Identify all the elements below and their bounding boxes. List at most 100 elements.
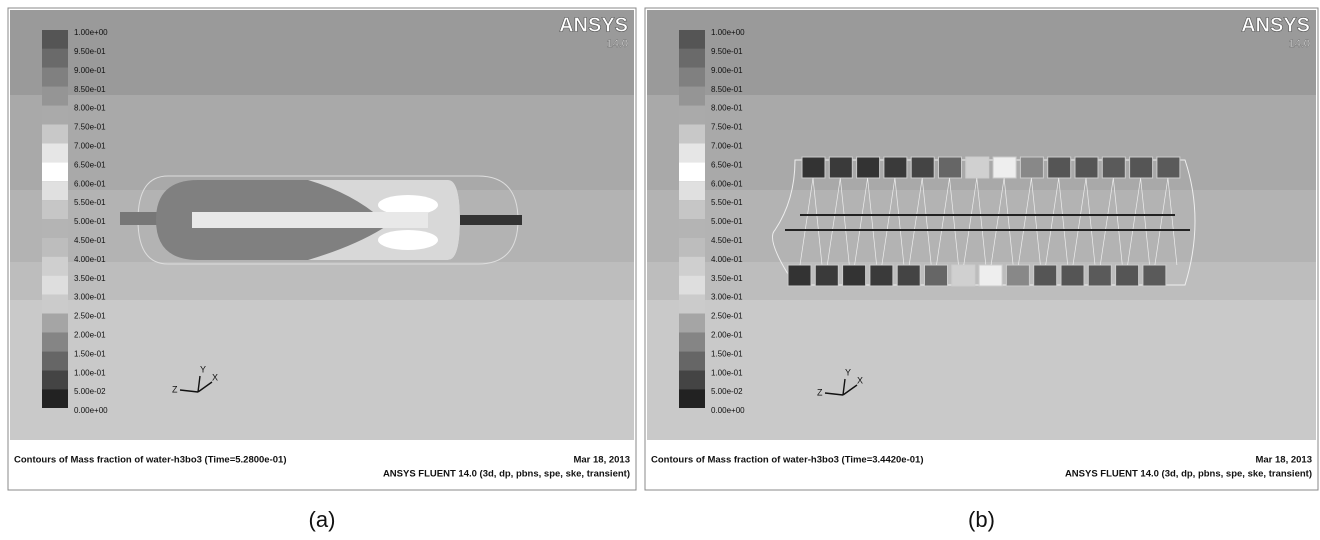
legend-label: 5.00e-02: [711, 387, 743, 396]
color-swatch: [42, 181, 68, 200]
legend-label: 1.00e+00: [711, 28, 745, 37]
tile: [1061, 265, 1084, 286]
legend-label: 7.50e-01: [74, 123, 106, 132]
legend-label: 6.00e-01: [74, 179, 106, 188]
legend-label: 7.00e-01: [74, 142, 106, 151]
legend-label: 9.50e-01: [74, 47, 106, 56]
caption: Contours of Mass fraction of water-h3bo3…: [651, 455, 924, 466]
legend-label: 1.00e+00: [74, 28, 108, 37]
color-swatch: [42, 87, 68, 106]
legend-label: 9.50e-01: [711, 47, 743, 56]
tile: [870, 265, 893, 286]
color-swatch: [679, 68, 705, 87]
inlet-pipe: [120, 212, 160, 225]
color-swatch: [42, 351, 68, 370]
tile: [802, 157, 825, 178]
color-swatch: [42, 295, 68, 314]
date: Mar 18, 2013: [1255, 455, 1312, 466]
legend-label: 5.50e-01: [74, 198, 106, 207]
tile: [843, 265, 866, 286]
background-band: [647, 300, 1316, 440]
color-swatch: [42, 257, 68, 276]
color-swatch: [42, 200, 68, 219]
legend-label: 6.50e-01: [74, 160, 106, 169]
axis-label: Z: [817, 387, 823, 397]
legend-label: 3.50e-01: [711, 274, 743, 283]
legend-label: 4.00e-01: [711, 255, 743, 264]
legend-label: 2.50e-01: [74, 312, 106, 321]
color-swatch: [679, 143, 705, 162]
legend-label: 8.00e-01: [74, 104, 106, 113]
legend-label: 1.00e-01: [711, 368, 743, 377]
color-swatch: [42, 332, 68, 351]
legend-label: 2.50e-01: [711, 312, 743, 321]
color-swatch: [679, 276, 705, 295]
logo-version: 14.0: [1289, 38, 1310, 50]
tile: [815, 265, 838, 286]
legend-label: 6.50e-01: [711, 160, 743, 169]
date: Mar 18, 2013: [573, 455, 630, 466]
tile: [897, 265, 920, 286]
color-swatch: [42, 389, 68, 408]
color-swatch: [679, 162, 705, 181]
tile: [925, 265, 948, 286]
mixing-core: [378, 230, 438, 250]
panel: 1.00e+009.50e-019.00e-018.50e-018.00e-01…: [8, 8, 636, 532]
tile: [952, 265, 975, 286]
logo: ANSYS: [559, 14, 628, 36]
legend-label: 5.50e-01: [711, 198, 743, 207]
tile: [966, 157, 989, 178]
tile: [788, 265, 811, 286]
color-swatch: [42, 314, 68, 333]
inner-tube: [192, 212, 428, 228]
legend-label: 2.00e-01: [711, 331, 743, 340]
tile: [1116, 265, 1139, 286]
color-swatch: [679, 87, 705, 106]
color-swatch: [42, 219, 68, 238]
color-swatch: [679, 295, 705, 314]
color-swatch: [42, 49, 68, 68]
tile: [939, 157, 962, 178]
legend-label: 1.00e-01: [74, 368, 106, 377]
solver-info: ANSYS FLUENT 14.0 (3d, dp, pbns, spe, sk…: [383, 469, 630, 480]
color-swatch: [679, 389, 705, 408]
color-swatch: [42, 162, 68, 181]
tile: [911, 157, 934, 178]
solver-info: ANSYS FLUENT 14.0 (3d, dp, pbns, spe, sk…: [1065, 469, 1312, 480]
legend-label: 5.00e-01: [711, 217, 743, 226]
color-swatch: [42, 30, 68, 49]
tile: [1157, 157, 1180, 178]
axis-label: X: [857, 375, 863, 385]
legend-label: 3.50e-01: [74, 274, 106, 283]
color-swatch: [679, 181, 705, 200]
legend-label: 8.50e-01: [74, 85, 106, 94]
caption: Contours of Mass fraction of water-h3bo3…: [14, 455, 287, 466]
outlet-pipe: [460, 215, 522, 225]
color-swatch: [42, 276, 68, 295]
legend-label: 1.50e-01: [711, 349, 743, 358]
tile: [857, 157, 880, 178]
background-band: [647, 10, 1316, 95]
color-swatch: [679, 351, 705, 370]
color-swatch: [42, 68, 68, 87]
panel-label: (b): [968, 507, 995, 532]
legend-label: 6.00e-01: [711, 179, 743, 188]
tile: [979, 265, 1002, 286]
legend-label: 0.00e+00: [711, 406, 745, 415]
legend-label: 8.00e-01: [711, 104, 743, 113]
color-swatch: [679, 125, 705, 144]
tile: [1130, 157, 1153, 178]
figure: 1.00e+009.50e-019.00e-018.50e-018.00e-01…: [0, 0, 1320, 540]
tile: [1075, 157, 1098, 178]
color-swatch: [42, 143, 68, 162]
tile: [1102, 157, 1125, 178]
legend-label: 7.50e-01: [711, 123, 743, 132]
legend-label: 4.50e-01: [711, 236, 743, 245]
legend-label: 0.00e+00: [74, 406, 108, 415]
color-swatch: [679, 370, 705, 389]
legend-label: 1.50e-01: [74, 349, 106, 358]
color-swatch: [679, 332, 705, 351]
axis-label: X: [212, 372, 218, 382]
color-swatch: [42, 238, 68, 257]
legend-label: 2.00e-01: [74, 331, 106, 340]
